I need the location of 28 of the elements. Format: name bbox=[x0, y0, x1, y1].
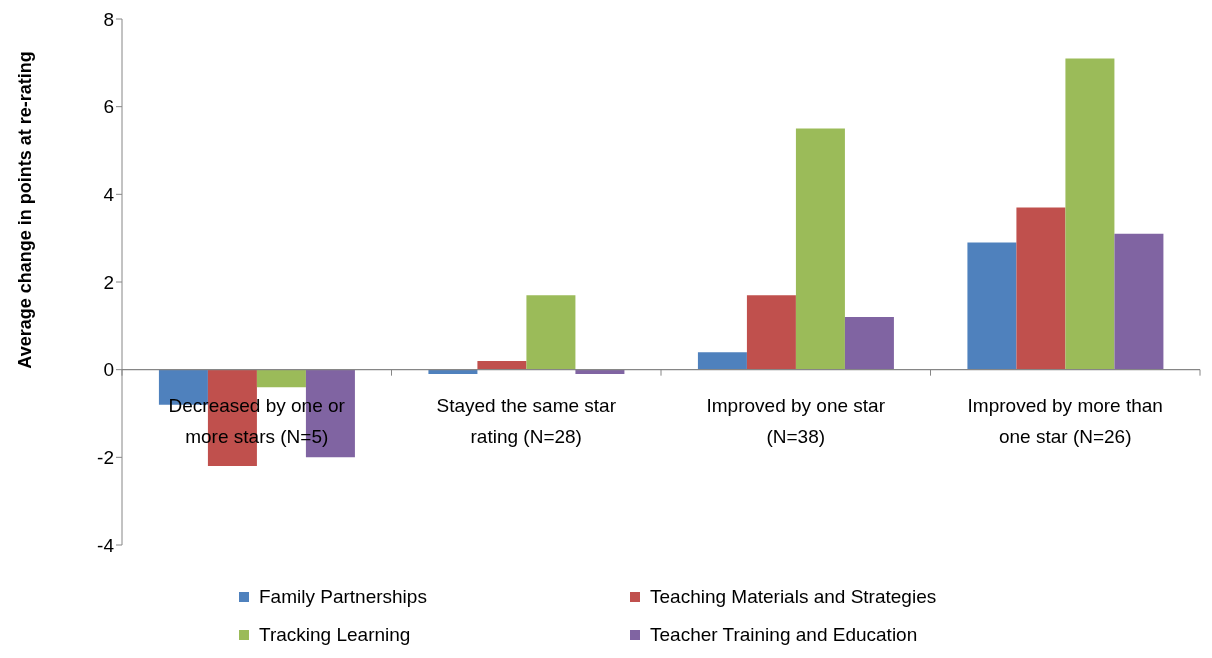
bar bbox=[1065, 58, 1115, 370]
y-tick-label: -2 bbox=[97, 447, 114, 469]
bar bbox=[1114, 233, 1164, 370]
y-tick-label: 4 bbox=[103, 184, 115, 206]
x-tick-label: Improved by more than one star (N=26) bbox=[967, 395, 1163, 448]
legend-label: Teacher Training and Education bbox=[650, 624, 918, 646]
y-tick-label: 8 bbox=[103, 8, 114, 30]
y-tick-label: 6 bbox=[103, 96, 114, 118]
bar bbox=[428, 369, 478, 375]
bar bbox=[746, 295, 796, 370]
legend-label: Teaching Materials and Strategies bbox=[650, 586, 937, 608]
bar bbox=[844, 317, 894, 370]
bar bbox=[256, 369, 306, 388]
y-tick-label: 2 bbox=[103, 271, 114, 293]
bar bbox=[575, 369, 625, 375]
x-tick-label: Stayed the same star rating (N=28) bbox=[436, 395, 617, 448]
bar bbox=[967, 242, 1017, 370]
bar bbox=[1016, 207, 1066, 370]
y-tick-label: 0 bbox=[103, 359, 114, 381]
legend-label: Tracking Learning bbox=[259, 624, 411, 646]
y-axis-title: Average change in points at re-rating bbox=[15, 51, 35, 369]
x-tick-label: Improved by one star (N=38) bbox=[706, 395, 886, 448]
bar bbox=[697, 352, 747, 370]
y-tick-label: -4 bbox=[97, 534, 115, 556]
bar bbox=[477, 360, 527, 370]
bar bbox=[795, 128, 845, 370]
legend-label: Family Partnerships bbox=[259, 586, 427, 608]
bar bbox=[526, 295, 576, 370]
